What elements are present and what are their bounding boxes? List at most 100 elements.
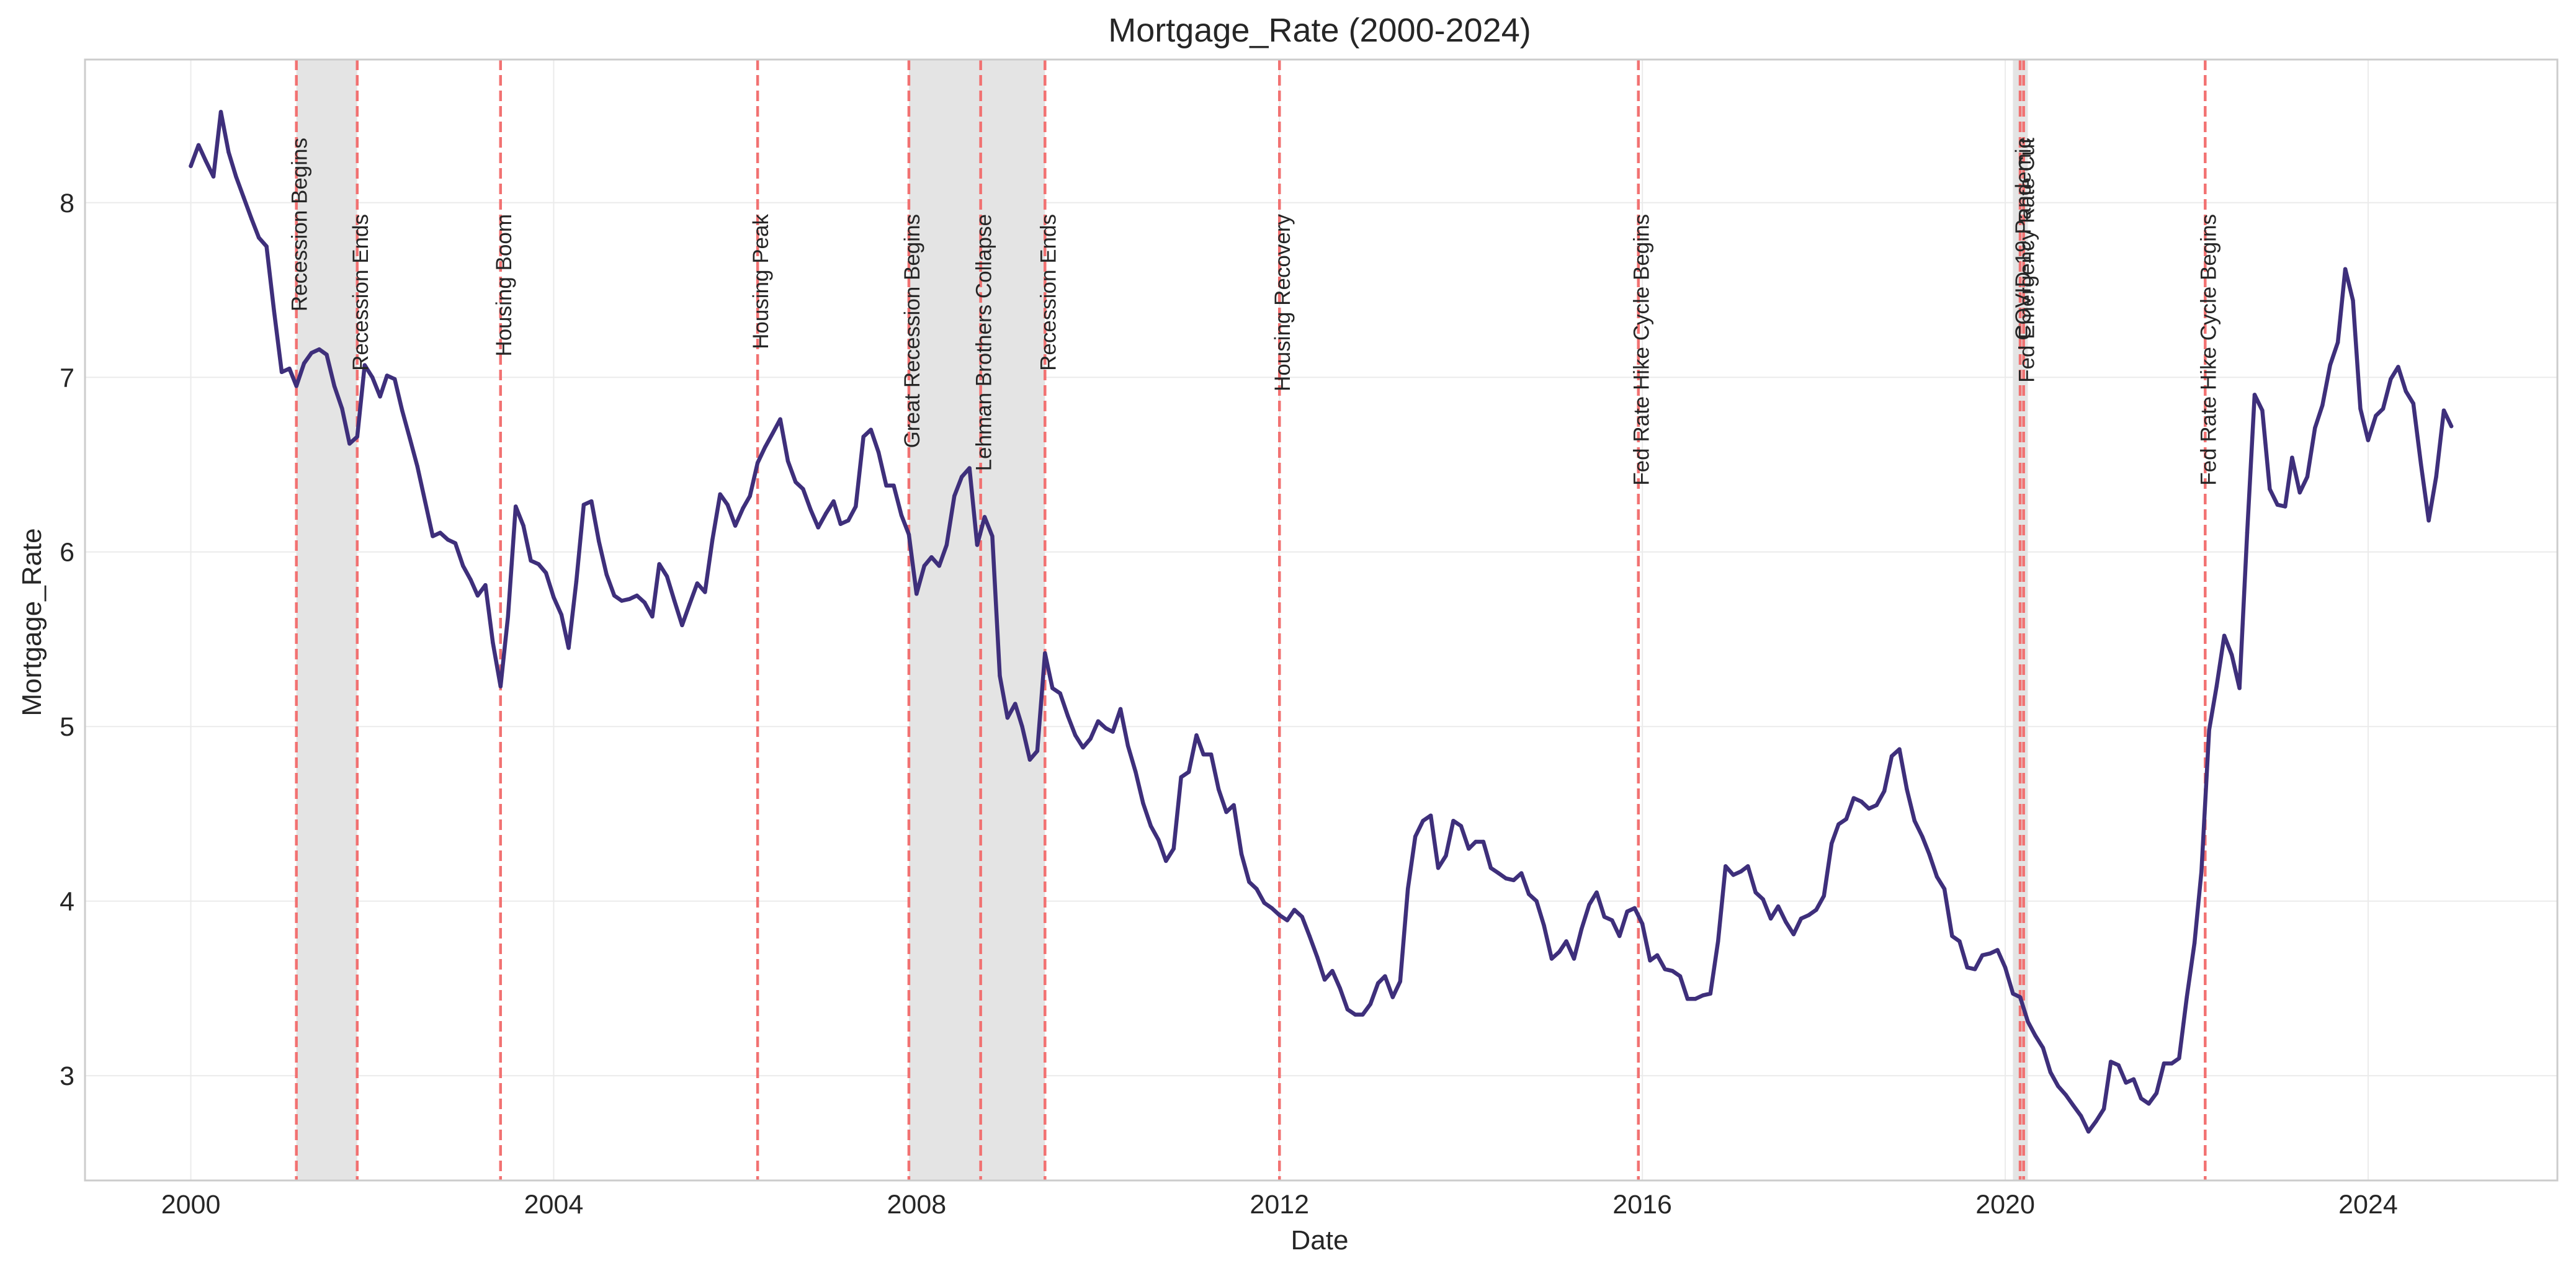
data-point [2185, 995, 2189, 999]
data-point [1957, 939, 1962, 944]
data-point [1830, 841, 1834, 846]
data-point [1368, 1002, 1372, 1006]
x-tick-label: 2004 [524, 1190, 584, 1220]
data-point [355, 434, 359, 439]
data-point [1413, 834, 1418, 839]
data-point [1474, 839, 1478, 844]
data-point [763, 445, 767, 450]
data-point [1013, 702, 1017, 706]
data-point [990, 534, 995, 538]
data-point [2078, 1113, 2083, 1118]
data-point [294, 384, 298, 388]
data-point [1632, 906, 1637, 911]
data-point [695, 581, 700, 586]
data-point [1066, 714, 1070, 718]
data-point [2260, 408, 2265, 413]
data-point [1292, 908, 1297, 912]
data-point [960, 475, 964, 479]
data-point [2094, 1119, 2098, 1123]
data-point [1625, 909, 1629, 914]
data-point [2404, 389, 2408, 393]
data-point [824, 511, 828, 515]
data-point [1882, 789, 1887, 793]
data-point [309, 350, 314, 355]
data-point [915, 592, 919, 596]
data-point [2252, 393, 2257, 397]
event-label: Housing Peak [749, 214, 773, 349]
data-point [1186, 770, 1191, 774]
data-point [998, 674, 1002, 678]
x-tick-label: 2016 [1612, 1190, 1672, 1220]
data-point [1118, 707, 1123, 712]
event-label: Fed Emergency Rate Cut [2015, 138, 2039, 383]
y-tick-label: 5 [60, 712, 74, 742]
data-point [340, 406, 344, 411]
data-point [1602, 914, 1607, 919]
data-point [2275, 502, 2279, 507]
event-label: Housing Recovery [1271, 214, 1295, 391]
chart-title: Mortgage_Rate (2000-2024) [1108, 12, 1531, 49]
data-point [664, 574, 669, 579]
data-point [801, 487, 805, 491]
data-point [1383, 974, 1387, 978]
data-point [1459, 824, 1464, 828]
data-point [1081, 745, 1085, 750]
data-point [2041, 1045, 2046, 1050]
event-label: Recession Begins [288, 138, 312, 311]
data-point [1217, 787, 1221, 792]
data-point [2147, 1102, 2151, 1106]
data-point [324, 352, 329, 357]
data-point [1822, 894, 1826, 898]
data-point [1791, 932, 1796, 937]
data-point [922, 564, 927, 568]
data-point [2389, 377, 2393, 381]
data-point [1104, 726, 1108, 731]
data-point [2381, 406, 2386, 411]
data-point [1648, 958, 1652, 963]
x-tick-label: 2000 [161, 1190, 221, 1220]
mortgage-rate-line [189, 110, 2454, 1134]
event-label: COVID-19 Pandemic [2011, 138, 2036, 341]
data-point [2411, 401, 2415, 406]
data-point [2177, 1056, 2181, 1061]
data-point [854, 504, 858, 509]
data-point [1564, 939, 1568, 944]
data-point [203, 159, 208, 163]
data-point [415, 464, 419, 468]
data-point [1285, 918, 1289, 922]
data-point [241, 195, 246, 200]
data-point [785, 459, 790, 463]
data-point [1534, 899, 1539, 903]
x-tick-label: 2024 [2338, 1190, 2398, 1220]
data-point [1398, 979, 1402, 984]
data-point [2011, 991, 2015, 996]
data-point [2116, 1063, 2121, 1068]
data-point [218, 110, 223, 114]
data-point [234, 174, 238, 179]
data-point [1262, 901, 1267, 905]
event-label: Lehman Brothers Collapse [972, 214, 996, 471]
data-point [2131, 1077, 2136, 1082]
data-point [1141, 801, 1145, 806]
data-point [1330, 969, 1335, 973]
data-point [1851, 796, 1856, 800]
data-point [468, 578, 473, 582]
data-point [2313, 426, 2317, 431]
data-point [884, 483, 888, 488]
data-point [2018, 995, 2023, 999]
data-point [370, 375, 375, 380]
data-point [2297, 490, 2302, 495]
data-point [1073, 733, 1078, 738]
data-point [619, 599, 624, 603]
data-point [1361, 1012, 1365, 1017]
data-point [1874, 803, 1879, 808]
data-point [1111, 729, 1115, 734]
data-point [1353, 1012, 1357, 1017]
data-point [1784, 920, 1788, 924]
data-point [2320, 403, 2325, 408]
data-point [1579, 927, 1584, 931]
event-label: Fed Rate Hike Cycle Begins [1630, 214, 1654, 486]
data-point [279, 370, 284, 374]
data-point [498, 684, 503, 689]
event-label: Fed Rate Hike Cycle Begins [2196, 214, 2220, 486]
